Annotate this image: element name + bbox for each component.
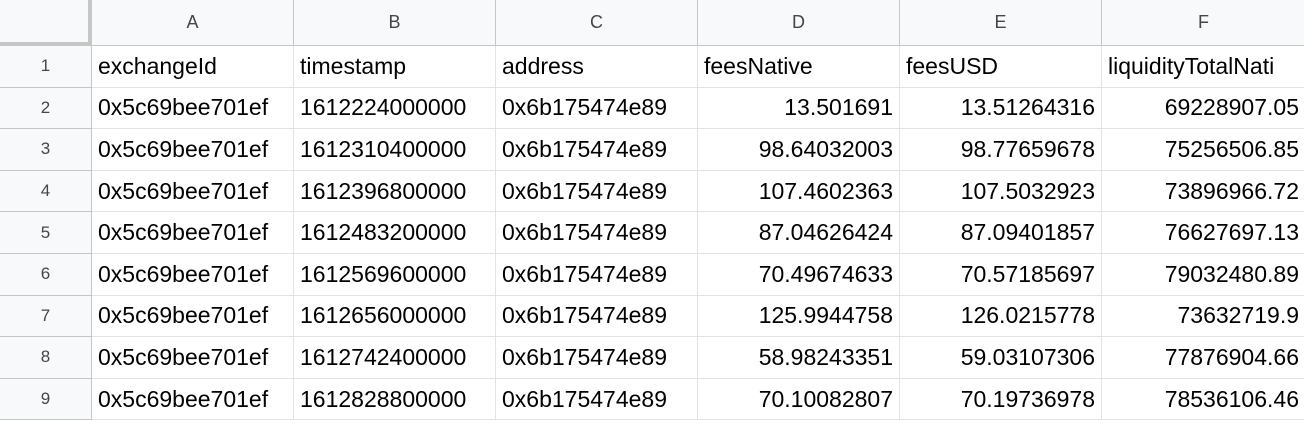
cell-f3[interactable]: 75256506.85 xyxy=(1102,129,1304,171)
cell-a2[interactable]: 0x5c69bee701ef xyxy=(92,87,294,130)
cell-d5[interactable]: 87.04626424 xyxy=(698,212,900,254)
cell-e2[interactable]: 13.51264316 xyxy=(900,87,1102,130)
row-header-2[interactable]: 2 xyxy=(0,87,92,130)
cell-c3[interactable]: 0x6b175474e89 xyxy=(496,129,698,171)
cell-e1[interactable]: feesUSD xyxy=(900,46,1102,88)
cell-b2[interactable]: 1612224000000 xyxy=(294,87,496,130)
cell-d6[interactable]: 70.49674633 xyxy=(698,253,900,296)
cell-c6[interactable]: 0x6b175474e89 xyxy=(496,253,698,296)
row-header-4[interactable]: 4 xyxy=(0,170,92,213)
cell-f1[interactable]: liquidityTotalNati xyxy=(1102,46,1304,88)
cell-f2[interactable]: 69228907.05 xyxy=(1102,88,1304,130)
row-header-1[interactable]: 1 xyxy=(0,46,92,88)
cell-b3[interactable]: 1612310400000 xyxy=(294,129,496,171)
column-header-a[interactable]: A xyxy=(92,0,294,46)
cell-b5[interactable]: 1612483200000 xyxy=(294,212,496,254)
cell-a3[interactable]: 0x5c69bee701ef xyxy=(92,129,294,171)
cell-c8[interactable]: 0x6b175474e89 xyxy=(496,337,698,379)
cell-c2[interactable]: 0x6b175474e89 xyxy=(496,87,698,130)
cell-a5[interactable]: 0x5c69bee701ef xyxy=(92,212,294,254)
cell-b1[interactable]: timestamp xyxy=(294,46,496,88)
row-header-7[interactable]: 7 xyxy=(0,295,92,338)
cell-e9[interactable]: 70.19736978 xyxy=(900,378,1102,421)
cell-e3[interactable]: 98.77659678 xyxy=(900,129,1102,171)
cell-e7[interactable]: 126.0215778 xyxy=(900,295,1102,338)
cell-e4[interactable]: 107.5032923 xyxy=(900,170,1102,213)
cell-d9[interactable]: 70.10082807 xyxy=(698,378,900,421)
cell-e8[interactable]: 59.03107306 xyxy=(900,337,1102,379)
cell-d8[interactable]: 58.98243351 xyxy=(698,337,900,379)
cell-d2[interactable]: 13.501691 xyxy=(698,87,900,130)
cell-c4[interactable]: 0x6b175474e89 xyxy=(496,170,698,213)
row-header-8[interactable]: 8 xyxy=(0,337,92,379)
cell-b7[interactable]: 1612656000000 xyxy=(294,295,496,338)
cell-c7[interactable]: 0x6b175474e89 xyxy=(496,295,698,338)
cell-a7[interactable]: 0x5c69bee701ef xyxy=(92,295,294,338)
column-header-f[interactable]: F xyxy=(1102,0,1304,46)
cell-c1[interactable]: address xyxy=(496,46,698,88)
cell-a8[interactable]: 0x5c69bee701ef xyxy=(92,337,294,379)
cell-d4[interactable]: 107.4602363 xyxy=(698,170,900,213)
column-header-c[interactable]: C xyxy=(496,0,698,46)
cell-f7[interactable]: 73632719.9 xyxy=(1102,296,1304,338)
cell-d3[interactable]: 98.64032003 xyxy=(698,129,900,171)
cell-b8[interactable]: 1612742400000 xyxy=(294,337,496,379)
cell-d1[interactable]: feesNative xyxy=(698,46,900,88)
column-header-e[interactable]: E xyxy=(900,0,1102,46)
cell-a4[interactable]: 0x5c69bee701ef xyxy=(92,170,294,213)
cell-d7[interactable]: 125.9944758 xyxy=(698,295,900,338)
cell-a6[interactable]: 0x5c69bee701ef xyxy=(92,253,294,296)
cell-f6[interactable]: 79032480.89 xyxy=(1102,254,1304,296)
row-header-6[interactable]: 6 xyxy=(0,253,92,296)
cell-a1[interactable]: exchangeId xyxy=(92,46,294,88)
cell-f9[interactable]: 78536106.46 xyxy=(1102,379,1304,421)
cell-c9[interactable]: 0x6b175474e89 xyxy=(496,378,698,421)
select-all-corner[interactable] xyxy=(0,0,92,46)
cell-f4[interactable]: 73896966.72 xyxy=(1102,171,1304,213)
row-header-5[interactable]: 5 xyxy=(0,212,92,254)
cell-b6[interactable]: 1612569600000 xyxy=(294,253,496,296)
cell-c5[interactable]: 0x6b175474e89 xyxy=(496,212,698,254)
cell-b4[interactable]: 1612396800000 xyxy=(294,170,496,213)
cell-f8[interactable]: 77876904.66 xyxy=(1102,337,1304,379)
row-header-3[interactable]: 3 xyxy=(0,129,92,171)
cell-f5[interactable]: 76627697.13 xyxy=(1102,212,1304,254)
row-header-9[interactable]: 9 xyxy=(0,378,92,421)
cell-e6[interactable]: 70.57185697 xyxy=(900,253,1102,296)
cell-e5[interactable]: 87.09401857 xyxy=(900,212,1102,254)
column-header-b[interactable]: B xyxy=(294,0,496,46)
column-header-d[interactable]: D xyxy=(698,0,900,46)
cell-a9[interactable]: 0x5c69bee701ef xyxy=(92,378,294,421)
cell-b9[interactable]: 1612828800000 xyxy=(294,378,496,421)
